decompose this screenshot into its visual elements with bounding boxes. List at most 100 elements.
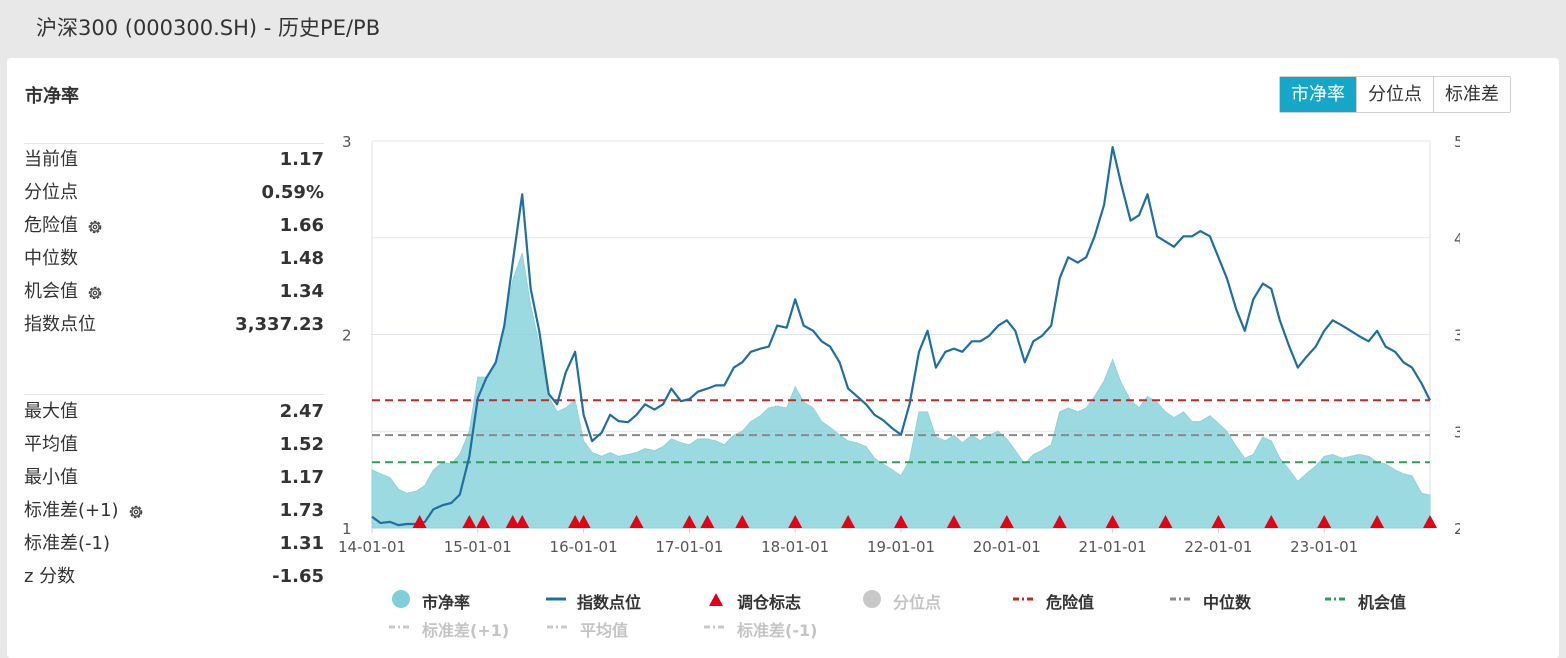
y-left-tick-label: 3 (342, 133, 352, 151)
legend-item[interactable]: 分位点 (861, 589, 941, 613)
stat-label-text: 机会值 (24, 281, 78, 302)
stat-value: 1.31 (279, 533, 324, 554)
legend-label: 分位点 (893, 593, 942, 612)
stat-row: 标准差(-1) 1.31 (24, 528, 324, 560)
rebalance-marker (412, 515, 427, 528)
gear-icon[interactable] (86, 281, 104, 300)
rebalance-marker (1211, 515, 1226, 528)
stat-row: 标准差(+1) 1.73 (24, 495, 324, 527)
panel-title: 市净率 (25, 86, 79, 107)
legend-marker-icon (390, 589, 412, 613)
stat-label-text: 最大值 (24, 401, 78, 422)
stat-row: z 分数 -1.65 (24, 561, 324, 593)
stat-row: 当前值 1.17 (24, 144, 324, 176)
pb-area-series (371, 253, 1431, 529)
stat-label: 机会值 (24, 276, 104, 308)
rebalance-marker (462, 515, 477, 528)
rebalance-marker (1423, 515, 1437, 528)
legend-item[interactable]: 标准差(+1) (388, 617, 509, 641)
stat-label-text: 标准差(-1) (24, 533, 110, 554)
legend-item[interactable]: 市净率 (390, 589, 470, 613)
tab-pb[interactable]: 市净率 (1280, 77, 1356, 112)
x-tick-label: 19-01-01 (867, 538, 935, 556)
legend-marker-icon (545, 589, 567, 613)
legend-label: 标准差(+1) (422, 621, 510, 640)
legend-item[interactable]: 平均值 (546, 617, 628, 641)
stat-label-text: 分位点 (24, 182, 78, 203)
stat-value: 1.17 (279, 467, 324, 488)
stat-value: 1.48 (279, 248, 324, 269)
stat-label: z 分数 (24, 561, 75, 593)
legend-marker-icon (546, 617, 570, 641)
legend-marker-icon (388, 617, 412, 641)
chart-card (7, 58, 1559, 658)
rebalance-marker (682, 515, 697, 528)
legend-item[interactable]: 危险值 (1012, 589, 1094, 613)
stat-value: 1.52 (279, 434, 324, 455)
stat-label: 平均值 (24, 429, 78, 461)
stat-value: 2.47 (279, 401, 324, 422)
x-tick-label: 20-01-01 (973, 538, 1041, 556)
legend-marker-icon (1012, 589, 1036, 613)
stat-label-text: 当前值 (24, 149, 78, 170)
x-tick-label: 15-01-01 (444, 538, 512, 556)
rebalance-marker (476, 515, 491, 528)
divider (24, 394, 324, 395)
rebalance-marker (788, 515, 803, 528)
stat-label-text: z 分数 (24, 566, 76, 587)
rebalance-marker (1264, 515, 1279, 528)
stat-label-text: 标准差(+1) (24, 500, 119, 521)
x-tick-label: 14-01-01 (338, 538, 406, 556)
page-title: 沪深300 (000300.SH) - 历史PE/PB (36, 16, 381, 40)
legend-item[interactable]: 指数点位 (545, 589, 641, 613)
stat-label-text: 指数点位 (24, 314, 96, 335)
stat-label: 分位点 (24, 177, 78, 209)
pb-history-chart: 1 2 3 2,122 3,044 3,966 4,888 5,808 14-01-01 15-0… (338, 133, 1460, 556)
stat-row: 中位数 1.48 (24, 243, 324, 275)
rebalance-marker (505, 515, 520, 528)
metric-tabs: 市净率 分位点 标准差 (1279, 76, 1511, 113)
tab-stddev[interactable]: 标准差 (1433, 77, 1510, 112)
x-tick-label: 18-01-01 (761, 538, 829, 556)
stat-value: -1.65 (272, 566, 324, 587)
y-left-tick-label: 1 (342, 520, 352, 538)
rebalance-marker (1317, 515, 1332, 528)
legend-item[interactable]: 调仓标志 (705, 589, 801, 613)
rebalance-marker (999, 515, 1014, 528)
stat-row: 机会值 1.34 (24, 276, 324, 308)
rebalance-marker (1370, 515, 1385, 528)
gear-icon[interactable] (127, 500, 145, 519)
legend-label: 中位数 (1203, 593, 1252, 612)
stat-label: 危险值 (24, 210, 104, 242)
stat-row: 危险值 1.66 (24, 210, 324, 242)
stat-row: 平均值 1.52 (24, 429, 324, 461)
rebalance-marker (735, 515, 750, 528)
x-tick-label: 17-01-01 (655, 538, 723, 556)
legend-item[interactable]: 机会值 (1324, 589, 1406, 613)
legend-label: 平均值 (580, 621, 629, 640)
index-line-series (371, 146, 1431, 527)
rebalance-marker (894, 515, 908, 528)
legend-label: 危险值 (1046, 593, 1095, 612)
legend-label: 市净率 (422, 593, 471, 612)
legend-item[interactable]: 标准差(-1) (703, 617, 817, 641)
rebalance-marker (1105, 515, 1120, 528)
stat-label: 最大值 (24, 396, 78, 428)
divider (24, 143, 324, 144)
stat-row: 最大值 2.47 (24, 396, 324, 428)
y-right-tick-label: 5,808 (1454, 133, 1460, 151)
rebalance-marker (629, 515, 644, 528)
legend-label: 调仓标志 (737, 593, 802, 612)
x-tick-label: 21-01-01 (1079, 538, 1147, 556)
rebalance-marker (841, 515, 856, 528)
legend-item[interactable]: 中位数 (1169, 589, 1251, 613)
legend-marker-icon (703, 617, 727, 641)
gear-icon[interactable] (86, 215, 104, 234)
legend-marker-icon (861, 589, 883, 613)
stat-label: 标准差(-1) (24, 528, 110, 560)
stat-label-text: 最小值 (24, 467, 78, 488)
legend-label: 标准差(-1) (737, 621, 818, 640)
tab-percentile[interactable]: 分位点 (1356, 77, 1433, 112)
legend-marker-icon (1169, 589, 1193, 613)
stat-row: 分位点 0.59% (24, 177, 324, 209)
